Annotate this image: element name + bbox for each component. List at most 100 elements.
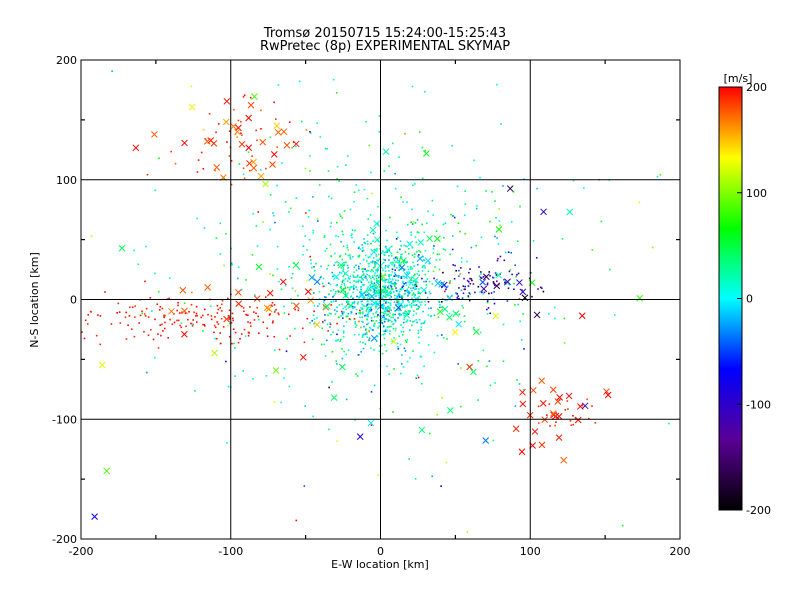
scatter-point: [330, 290, 332, 292]
scatter-cross: [269, 161, 276, 168]
scatter-point: [375, 307, 377, 309]
scatter-point: [399, 288, 402, 291]
scatter-point: [318, 303, 321, 305]
scatter-point: [442, 236, 445, 239]
scatter-point: [406, 360, 409, 363]
scatter-point: [381, 352, 384, 355]
scatter-point: [572, 423, 574, 426]
scatter-point: [301, 327, 304, 330]
scatter-point: [334, 313, 337, 315]
scatter-point: [398, 335, 401, 337]
scatter-point: [407, 295, 409, 297]
scatter-point: [570, 424, 573, 427]
scatter-point: [344, 306, 346, 308]
scatter-point: [418, 288, 420, 290]
scatter-cross: [262, 180, 269, 188]
scatter-point: [377, 259, 380, 262]
scatter-point: [410, 279, 413, 282]
scatter-point: [207, 313, 209, 316]
scatter-point: [248, 332, 250, 334]
scatter-point: [366, 323, 368, 326]
scatter-point: [386, 239, 388, 242]
scatter-point: [396, 259, 399, 262]
scatter-point: [283, 312, 286, 314]
scatter-point: [408, 280, 411, 282]
scatter-point: [164, 314, 166, 317]
scatter-point: [374, 260, 376, 263]
scatter-point: [378, 297, 381, 299]
scatter-point: [413, 265, 415, 267]
scatter-point: [377, 474, 380, 476]
scatter-point: [345, 308, 348, 311]
scatter-point: [257, 332, 260, 335]
scatter-point: [414, 183, 416, 185]
scatter-point: [350, 305, 353, 307]
scatter-point: [309, 170, 311, 172]
scatter-cross: [259, 138, 267, 146]
scatter-point: [330, 197, 333, 200]
scatter-point: [412, 350, 414, 352]
scatter-point: [335, 360, 338, 362]
scatter-point: [513, 282, 515, 285]
scatter-point: [422, 255, 424, 258]
scatter-point: [441, 301, 443, 303]
scatter-cross: [554, 398, 562, 405]
scatter-point: [196, 321, 198, 323]
scatter-point: [327, 170, 330, 172]
scatter-point: [572, 179, 575, 182]
scatter-point: [269, 228, 271, 231]
scatter-point: [243, 328, 246, 331]
scatter-point: [423, 280, 425, 283]
scatter-point: [395, 287, 397, 289]
scatter-point: [366, 279, 368, 281]
scatter-point: [256, 245, 259, 247]
scatter-cross: [533, 311, 541, 319]
scatter-point: [219, 222, 222, 225]
scatter-point: [402, 330, 405, 333]
scatter-point: [346, 294, 348, 297]
scatter-point: [407, 293, 410, 296]
scatter-cross: [434, 279, 442, 287]
scatter-point: [391, 263, 393, 266]
scatter-point: [395, 261, 397, 263]
scatter-cross: [293, 302, 300, 310]
scatter-point: [234, 331, 237, 334]
scatter-point: [399, 253, 402, 256]
scatter-point: [414, 236, 417, 238]
scatter-cross: [181, 139, 188, 147]
scatter-point: [405, 311, 408, 313]
scatter-point: [386, 314, 388, 316]
scatter-point: [247, 321, 249, 323]
scatter-point: [393, 368, 395, 370]
scatter-point: [346, 300, 348, 302]
scatter-point: [213, 331, 215, 334]
scatter-point: [409, 356, 411, 359]
scatter-point: [383, 253, 385, 256]
scatter-point: [638, 201, 641, 204]
scatter-point: [353, 280, 355, 282]
scatter-point: [383, 337, 386, 340]
scatter-point: [394, 310, 396, 312]
scatter-point: [214, 169, 216, 172]
scatter-point: [110, 323, 113, 325]
scatter-cross: [412, 276, 419, 284]
scatter-cross: [270, 151, 278, 158]
scatter-point: [366, 315, 368, 317]
scatter-point: [362, 304, 365, 307]
scatter-point: [376, 274, 379, 277]
scatter-point: [446, 285, 449, 288]
scatter-point: [335, 284, 338, 287]
scatter-point: [464, 190, 466, 192]
scatter-cross: [529, 386, 537, 394]
scatter-point: [247, 314, 249, 317]
scatter-cross: [370, 334, 378, 342]
scatter-point: [249, 322, 252, 324]
scatter-point: [242, 96, 245, 98]
scatter-point: [397, 348, 400, 350]
scatter-point: [200, 151, 203, 154]
scatter-point: [396, 299, 398, 302]
scatter-point: [415, 377, 418, 380]
scatter-point: [364, 242, 366, 245]
scatter-point: [380, 293, 383, 295]
